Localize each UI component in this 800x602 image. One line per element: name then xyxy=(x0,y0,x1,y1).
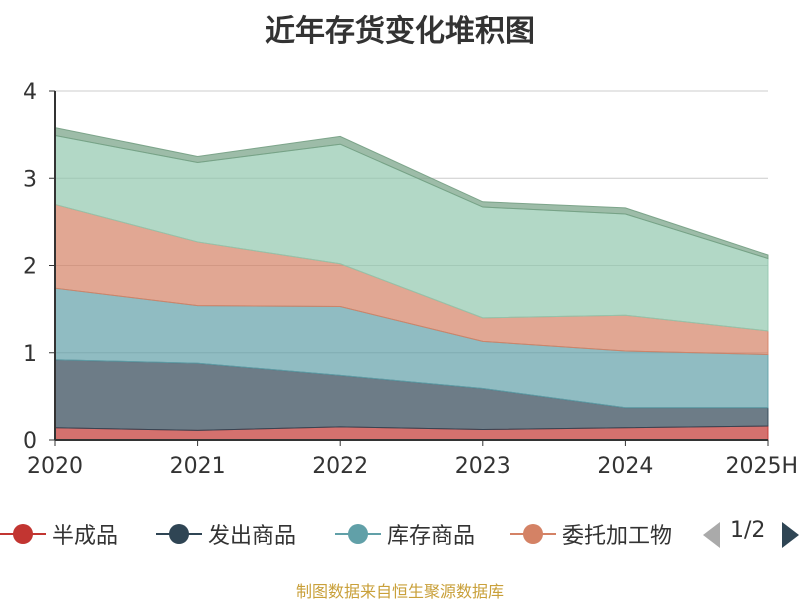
legend-marker-icon xyxy=(0,516,46,552)
x-tick-label: 2020 xyxy=(27,454,83,479)
chart-title: 近年存货变化堆积图 xyxy=(265,14,535,49)
legend-marker-icon xyxy=(510,516,556,552)
x-tick-label: 2022 xyxy=(312,454,368,479)
x-tick-label: 2021 xyxy=(170,454,226,479)
y-tick-label: 4 xyxy=(23,80,37,105)
y-tick-label: 2 xyxy=(23,255,37,280)
legend: 半成品 发出商品 库存商品 委托加工物 xyxy=(0,516,800,552)
area-series-5[interactable] xyxy=(54,127,769,260)
y-tick-label: 1 xyxy=(23,342,37,367)
legend-label: 库存商品 xyxy=(387,524,476,549)
legend-prev-page-icon[interactable] xyxy=(703,522,720,548)
legend-item-3[interactable]: 委托加工物 xyxy=(510,516,686,552)
x-tick-label: 2024 xyxy=(597,454,653,479)
legend-page-indicator: 1/2 xyxy=(730,518,766,543)
x-tick-label: 2025H xyxy=(725,454,798,479)
legend-marker-icon xyxy=(156,516,202,552)
legend-item-2[interactable]: 库存商品 xyxy=(335,516,475,552)
legend-marker-icon xyxy=(335,516,381,552)
legend-label: 委托加工物 xyxy=(562,524,673,549)
legend-item-0[interactable]: 半成品 xyxy=(0,516,118,552)
legend-label: 半成品 xyxy=(52,524,119,549)
x-tick-label: 2023 xyxy=(455,454,511,479)
legend-next-page-icon[interactable] xyxy=(782,522,799,548)
y-tick-label: 3 xyxy=(23,167,37,192)
legend-item-1[interactable]: 发出商品 xyxy=(156,516,296,552)
y-tick-label: 0 xyxy=(23,429,37,454)
legend-label: 发出商品 xyxy=(208,524,297,549)
source-note: 制图数据来自恒生聚源数据库 xyxy=(295,582,504,601)
